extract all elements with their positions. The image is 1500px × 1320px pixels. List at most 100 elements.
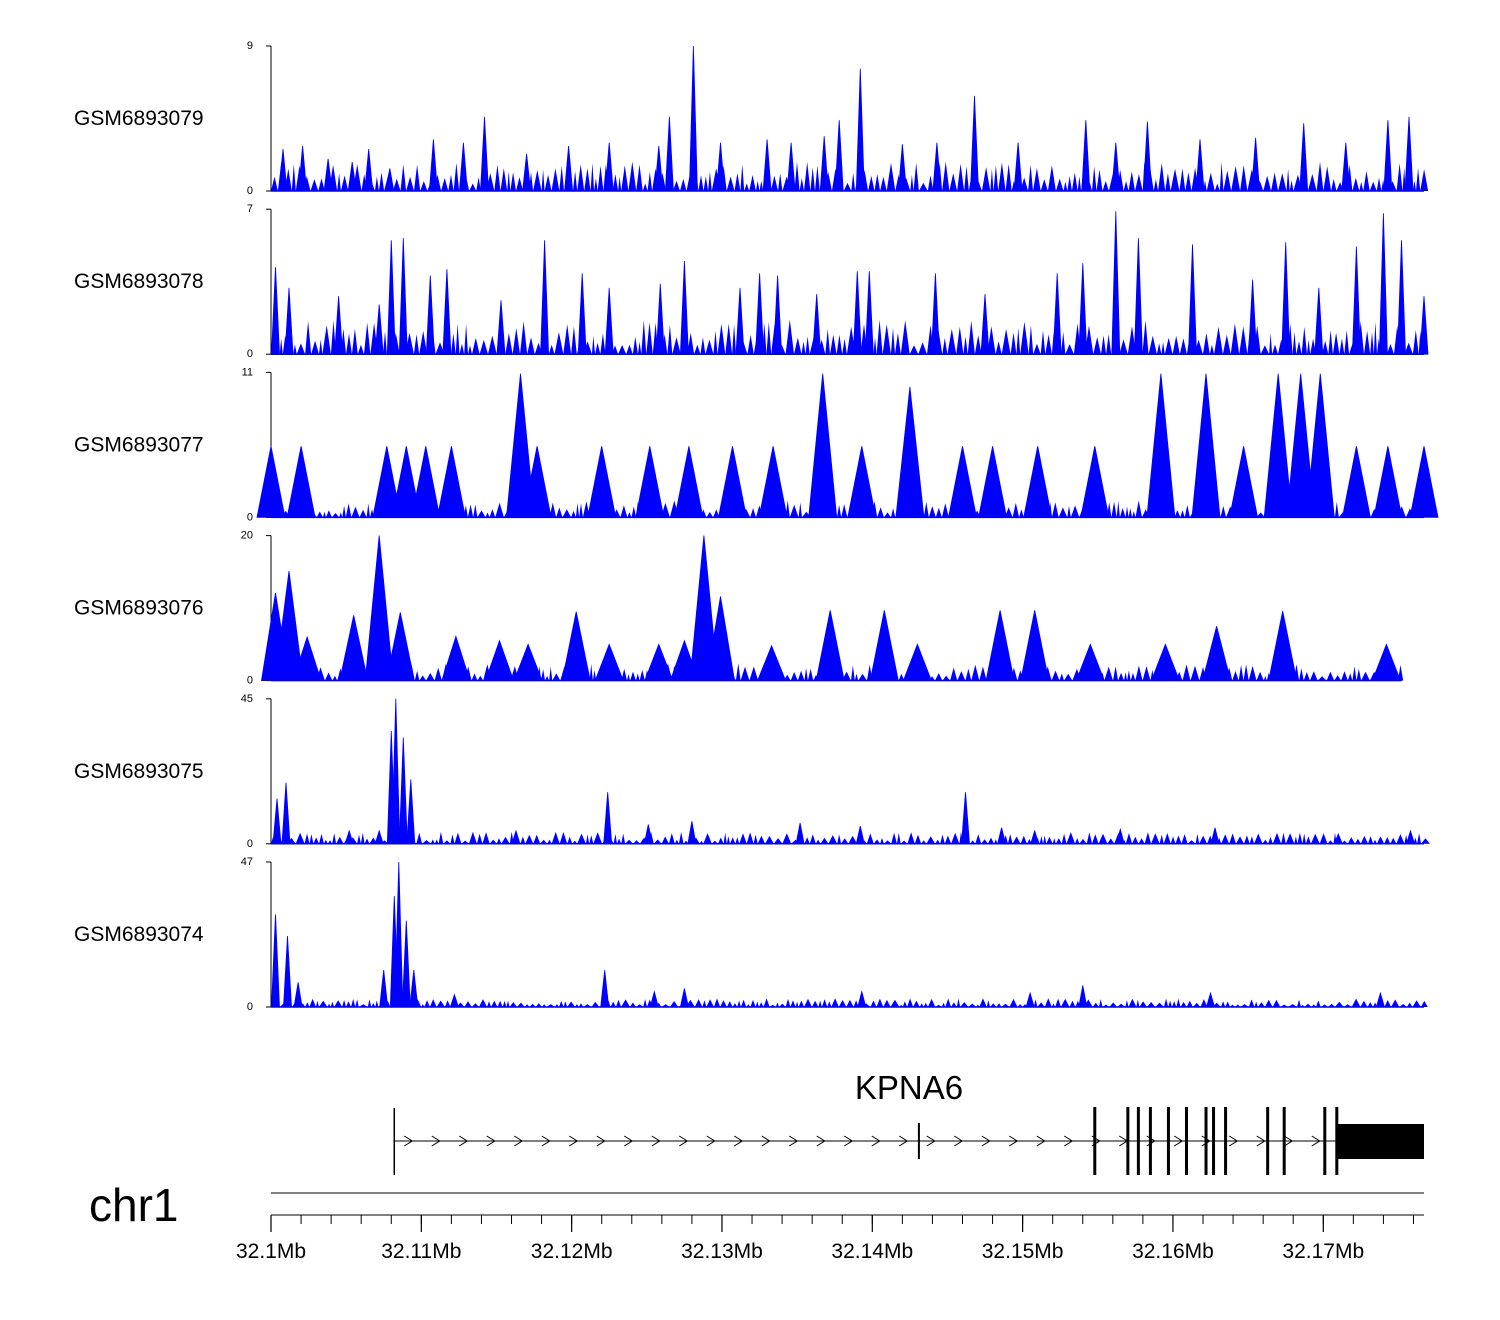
signal-peak <box>674 446 704 518</box>
exon <box>1136 1107 1140 1175</box>
signal-peak <box>687 821 697 845</box>
signal-peak <box>688 45 698 192</box>
strand-arrow <box>1009 1135 1019 1147</box>
signal-peak <box>284 287 294 355</box>
signal-peak <box>852 271 862 355</box>
ylim-max-label: 20 <box>241 530 253 542</box>
ylim-max-label: 47 <box>241 856 253 868</box>
signal-peak <box>812 294 822 355</box>
signal-peak <box>334 296 344 355</box>
signal-peak <box>1081 120 1091 192</box>
signal-peak <box>1188 244 1197 355</box>
signal-peak <box>961 792 970 845</box>
signal-peak <box>834 120 844 192</box>
signal-peak <box>795 822 805 845</box>
signal-peak <box>1111 142 1121 192</box>
ylim-min-label: 0 <box>247 838 253 850</box>
signal-peak <box>762 139 772 192</box>
signal-peak <box>716 142 725 192</box>
signal-peak <box>1210 827 1220 845</box>
signal-peak <box>271 914 280 1008</box>
signal-peak <box>339 615 369 681</box>
signal-peak <box>1305 373 1335 518</box>
exon <box>1166 1107 1170 1175</box>
signal-peak <box>577 273 587 355</box>
signal-peak <box>1052 273 1062 355</box>
signal-peak <box>679 988 689 1008</box>
signal-peak <box>1248 279 1258 355</box>
strand-arrow <box>404 1135 414 1147</box>
data-tracks: GSM689307990GSM689307870GSM6893077110GSM… <box>74 40 1439 1013</box>
strand-arrow <box>624 1135 634 1147</box>
strand-arrow <box>514 1135 524 1147</box>
signal-peak <box>401 920 411 1008</box>
strand-arrow <box>1311 1135 1321 1147</box>
signal-peak <box>344 829 354 845</box>
signal-peak <box>895 386 925 518</box>
signal-peak <box>1404 116 1414 192</box>
axis-tick-label: 32.12Mb <box>531 1240 613 1263</box>
gene-name-label: KPNA6 <box>855 1069 963 1106</box>
track-label-gsm6893079: GSM6893079 <box>74 107 204 130</box>
strand-arrow <box>679 1135 689 1147</box>
ylim-min-label: 0 <box>247 511 253 523</box>
signal-peak <box>679 260 689 355</box>
signal-peak <box>374 304 384 355</box>
signal-peak <box>1142 121 1152 192</box>
signal-peak <box>1281 242 1291 355</box>
ylim-max-label: 11 <box>242 366 253 378</box>
exon <box>1224 1107 1228 1175</box>
signal-peak <box>1023 446 1053 518</box>
signal-peak <box>1351 246 1361 355</box>
exon <box>1204 1107 1208 1175</box>
axis-tick-label: 32.11Mb <box>381 1240 461 1263</box>
strand-arrow <box>844 1135 854 1147</box>
signal-peak <box>786 142 796 192</box>
track-gsm6893076: GSM6893076 20 0 <box>74 530 1404 687</box>
signal-peak <box>1378 213 1388 355</box>
signal-background <box>271 831 1430 844</box>
signal-peak <box>564 145 574 192</box>
ylim-min-label: 0 <box>247 1001 253 1013</box>
strand-arrow <box>1256 1135 1266 1147</box>
signal-peak <box>1146 373 1176 518</box>
signal-peak <box>1150 643 1180 681</box>
strand-arrow <box>1064 1135 1074 1147</box>
strand-arrow <box>706 1135 716 1147</box>
signal-peak <box>1397 240 1406 355</box>
axis-tick-label: 32.15Mb <box>982 1240 1064 1263</box>
signal-peak <box>256 446 286 518</box>
signal-background <box>271 998 1428 1007</box>
signal-peak <box>1268 610 1298 681</box>
exon <box>1212 1107 1216 1175</box>
signal-peak <box>997 827 1007 845</box>
signal-peak <box>1025 991 1035 1008</box>
strand-arrow <box>761 1135 771 1147</box>
signal-peak <box>449 993 459 1008</box>
strand-arrow <box>926 1135 936 1147</box>
strand-arrow <box>1201 1135 1211 1147</box>
signal-peak <box>1195 139 1205 192</box>
signal-peak <box>855 68 865 192</box>
signal-peak <box>480 116 489 192</box>
strand-arrow <box>981 1135 991 1147</box>
strand-arrow <box>954 1135 964 1147</box>
signal-peak <box>808 373 838 518</box>
axis-tick-label: 32.17Mb <box>1282 1240 1364 1263</box>
signal-peak <box>664 116 674 192</box>
exon <box>1323 1107 1327 1175</box>
signal-peak <box>1078 263 1088 355</box>
signal-peak <box>1409 446 1439 518</box>
signal-peak <box>587 446 617 518</box>
signal-peak <box>978 446 1008 518</box>
signal-peak <box>1020 610 1050 681</box>
signal-peak <box>286 446 316 518</box>
chromosome-label: chr1 <box>89 1179 178 1231</box>
signal-peak <box>1229 446 1259 518</box>
ylim-max-label: 45 <box>241 693 253 705</box>
signal-peak <box>398 238 408 355</box>
signal-peak <box>484 639 515 681</box>
strand-arrow <box>431 1135 441 1147</box>
track-gsm6893078: GSM6893078 7 0 <box>74 203 1429 360</box>
